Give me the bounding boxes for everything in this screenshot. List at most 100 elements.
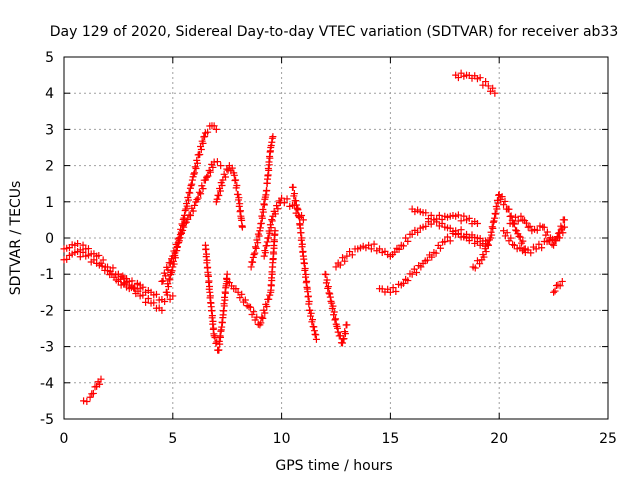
data-point-fill (389, 284, 397, 292)
data-point-fill (232, 285, 240, 293)
data-point-fill (192, 164, 200, 172)
data-point-fill (527, 249, 535, 257)
data-point (238, 223, 246, 231)
data-point (188, 176, 196, 184)
data-point (169, 292, 177, 300)
data-point-fill (392, 288, 400, 296)
x-tick-label: 0 (60, 431, 69, 447)
data-point-fill (216, 333, 224, 341)
data-point (223, 270, 231, 278)
data-point-fill (399, 242, 407, 250)
data-point (408, 230, 416, 238)
data-point-fill (435, 211, 443, 219)
data-point-fill (263, 303, 271, 311)
data-point-fill (209, 317, 217, 325)
data-point-fill (84, 251, 92, 259)
data-point-fill (188, 180, 196, 188)
y-axis-label: SDTVAR / TECUs (8, 181, 24, 296)
data-point-fill (265, 234, 273, 242)
data-point-fill (168, 267, 176, 275)
data-point-fill (130, 284, 138, 292)
data-point-fill (181, 219, 189, 227)
data-point-fill (209, 163, 217, 171)
x-tick-label: 5 (168, 431, 177, 447)
data-point-fill (428, 253, 436, 261)
data-point-fill (554, 229, 562, 237)
data-point (86, 393, 94, 401)
data-point-fill (251, 249, 259, 257)
data-point-fill (79, 248, 87, 256)
data-point (158, 306, 166, 314)
grid (64, 57, 608, 419)
data-point (114, 270, 122, 278)
data-point-fill (551, 287, 559, 295)
data-point-fill (300, 260, 308, 268)
data-point-fill (507, 212, 515, 220)
data-point-fill (152, 290, 160, 298)
data-point-fill (266, 229, 274, 237)
data-point-fill (395, 245, 403, 253)
data-point-fill (266, 154, 274, 162)
data-point-fill (514, 217, 522, 225)
data-point-fill (268, 217, 276, 225)
y-tick-label: -2 (40, 303, 54, 319)
data-point-fill (228, 164, 236, 172)
x-tick-label: 10 (273, 431, 291, 447)
data-point (260, 252, 268, 260)
data-point-fill (259, 314, 267, 322)
data-point-fill (519, 237, 527, 245)
data-point-fill (161, 298, 169, 306)
data-point-fill (292, 201, 300, 209)
data-point (386, 288, 394, 296)
data-point-fill (476, 234, 484, 242)
data-point-fill (283, 195, 291, 203)
data-point-fill (516, 233, 524, 241)
data-point-fill (290, 190, 298, 198)
data-point (484, 82, 492, 90)
data-point-fill (74, 248, 82, 256)
y-tick-label: -5 (40, 412, 54, 428)
data-point-fill (216, 340, 224, 348)
data-point (473, 220, 481, 228)
data-point-fill (268, 216, 276, 224)
data-point-fill (150, 299, 158, 307)
data-point-fill (195, 188, 203, 196)
data-point (517, 212, 525, 220)
data-point-fill (99, 256, 107, 264)
data-point-fill (252, 244, 260, 252)
data-point-fill (460, 212, 468, 220)
data-point-fill (159, 277, 167, 285)
data-point (217, 162, 225, 170)
data-point-fill (79, 241, 87, 249)
data-point-fill (515, 232, 523, 240)
data-point-fill (176, 231, 184, 239)
data-point-fill (323, 276, 331, 284)
data-point-fill (512, 213, 520, 221)
data-point-fill (454, 211, 462, 219)
data-point-fill (482, 237, 490, 245)
y-tick-label: 4 (45, 86, 54, 102)
data-point (500, 227, 508, 235)
data-point (343, 321, 351, 329)
y-tick-label: -4 (40, 376, 54, 392)
data-point-fill (294, 205, 302, 213)
data-point-fill (298, 240, 306, 248)
data-point (334, 328, 342, 336)
data-point-fill (332, 315, 340, 323)
data-point-fill (263, 186, 271, 194)
x-tick-label: 20 (490, 431, 508, 447)
data-point-fill (304, 292, 312, 300)
data-point-fill (367, 245, 375, 253)
data-point-fill (76, 253, 84, 261)
data-point-fill (250, 251, 258, 259)
data-point-fill (179, 226, 187, 234)
data-point-fill (465, 214, 473, 222)
data-point-fill (63, 255, 71, 263)
data-point-fill (432, 249, 440, 257)
data-point-fill (184, 215, 192, 223)
data-point-fill (325, 289, 333, 297)
data-point (558, 277, 566, 285)
data-point-fill (391, 248, 399, 256)
data-point-fill (89, 389, 97, 397)
data-point-fill (134, 287, 142, 295)
